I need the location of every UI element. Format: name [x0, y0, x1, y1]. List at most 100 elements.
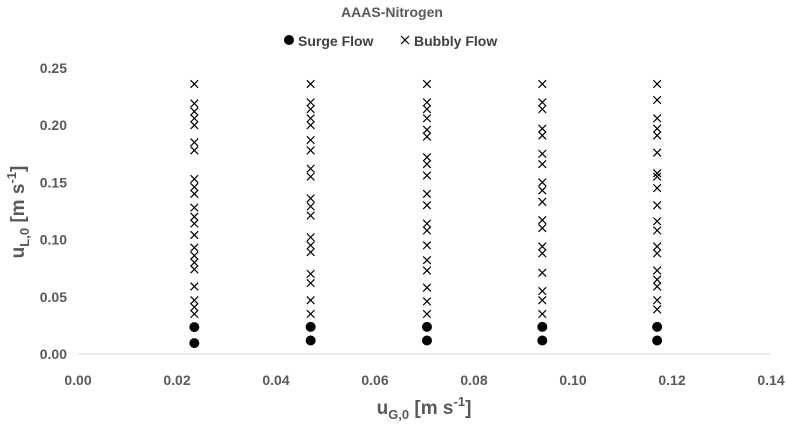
- bubbly-flow-point: [190, 212, 199, 221]
- legend-marker-surge-flow: [284, 35, 294, 45]
- x-axis-label-symbol: u: [377, 398, 389, 419]
- bubbly-flow-point: [652, 201, 662, 210]
- bubbly-flow-point: [652, 95, 662, 105]
- x-tick-label: 0.14: [757, 372, 784, 388]
- bubbly-flow-point: [306, 278, 315, 288]
- y-axis-label-units: [m s: [8, 184, 29, 228]
- bubbly-flow-point: [538, 215, 547, 225]
- surge-flow-point: [652, 321, 663, 332]
- surge-flow-point: [305, 335, 316, 346]
- x-axis-label: uG,0 [m s-1]: [377, 394, 472, 422]
- bubbly-flow-point: [306, 194, 315, 203]
- x-tick-label: 0.04: [262, 372, 289, 388]
- bubbly-flow-point: [652, 172, 662, 181]
- y-axis-label-superscript: -1: [4, 172, 19, 184]
- x-tick-label: 0.00: [64, 372, 91, 388]
- bubbly-flow-point: [652, 296, 662, 305]
- bubbly-flow-point: [306, 120, 315, 130]
- bubbly-flow-point: [538, 98, 547, 107]
- bubbly-flow-point: [190, 296, 199, 305]
- y-axis-label-symbol: u: [8, 247, 29, 259]
- legend: Surge Flow Bubbly Flow: [284, 33, 497, 49]
- bubbly-flow-point: [652, 266, 662, 275]
- bubbly-flow-point: [652, 131, 662, 140]
- bubbly-flow-point: [190, 203, 199, 212]
- bubbly-flow-point: [422, 104, 432, 114]
- surge-flow-point: [189, 322, 200, 333]
- bubbly-flow-point: [306, 296, 315, 305]
- legend-label-surge-flow: Surge Flow: [298, 33, 374, 49]
- bubbly-flow-point: [306, 233, 315, 242]
- y-axis-label-end: ]: [8, 166, 29, 172]
- bubbly-flow-point: [306, 146, 315, 155]
- bubbly-flow-point: [538, 124, 547, 133]
- bubbly-flow-point: [190, 174, 199, 184]
- bubbly-flow-point: [422, 125, 432, 135]
- x-tick-label: 0.12: [658, 372, 685, 388]
- bubbly-flow-point: [306, 211, 315, 220]
- bubbly-flow-point: [306, 172, 315, 181]
- bubbly-flow-point: [190, 138, 199, 147]
- x-tick-label: 0.08: [460, 372, 487, 388]
- bubbly-flow-point: [190, 230, 199, 240]
- bubbly-flow-point: [306, 98, 315, 107]
- bubbly-flow-point: [422, 297, 432, 306]
- bubbly-flow-point: [652, 114, 662, 123]
- y-tick-label: 0.15: [40, 174, 67, 190]
- bubbly-flow-point: [652, 148, 662, 157]
- bubbly-flow-point: [538, 149, 547, 159]
- bubbly-flow-point: [190, 219, 199, 228]
- bubbly-flow-point: [538, 159, 547, 169]
- bubbly-flow-point: [422, 159, 432, 169]
- surge-flow-point: [305, 321, 316, 332]
- bubbly-flow-point: [422, 266, 432, 275]
- surge-flow-point: [537, 335, 548, 346]
- bubbly-flow-point: [306, 164, 315, 173]
- bubbly-flow-point: [306, 79, 315, 89]
- bubbly-flow-point: [190, 146, 199, 155]
- bubbly-flow-point: [190, 258, 199, 267]
- chart-title: AAAS-Nitrogen: [341, 4, 443, 20]
- bubbly-flow-point: [190, 251, 199, 260]
- bubbly-flow-point: [422, 255, 432, 265]
- bubbly-flow-point: [190, 265, 199, 274]
- legend-marker-bubbly-flow: [400, 35, 410, 45]
- y-tick-labels: 0.00 0.05 0.10 0.15 0.20 0.25: [40, 60, 67, 362]
- bubbly-flow-point: [190, 79, 199, 89]
- y-axis-label: uL,0 [m s-1]: [4, 166, 32, 259]
- bubbly-flow-point: [652, 282, 662, 291]
- bubbly-flow-point: [652, 242, 662, 251]
- x-tick-labels: 0.00 0.02 0.04 0.06 0.08 0.10 0.12 0.14: [64, 372, 784, 388]
- bubbly-flow-point: [190, 114, 199, 123]
- bubbly-flow-point: [538, 178, 547, 187]
- bubbly-flow-point: [422, 114, 432, 123]
- bubbly-flow-point: [422, 171, 432, 180]
- bubbly-flow-point: [652, 249, 662, 258]
- bubbly-flow-point: [652, 305, 662, 314]
- bubbly-flow-point: [538, 186, 547, 195]
- surge-flow-point: [189, 338, 200, 349]
- surge-flow-point: [421, 335, 432, 346]
- bubbly-flow-point: [306, 135, 315, 145]
- bubbly-flow-point: [190, 120, 199, 130]
- bubbly-flow-point: [190, 302, 199, 312]
- x-axis-label-subscript: G,0: [388, 407, 409, 422]
- surge-flow-point: [652, 335, 663, 346]
- bubbly-flow-point: [422, 309, 432, 319]
- bubbly-flow-point: [652, 217, 662, 226]
- bubbly-flow-point: [652, 226, 662, 235]
- bubbly-flow-point: [538, 104, 547, 114]
- bubbly-flow-point: [306, 269, 315, 279]
- bubbly-flow-point: [652, 169, 662, 178]
- bubbly-flow-point: [190, 189, 199, 199]
- bubbly-flow-point: [422, 79, 432, 89]
- bubbly-flow-point: [306, 114, 315, 123]
- y-tick-label: 0.25: [40, 60, 67, 76]
- bubbly-flow-point: [306, 241, 315, 250]
- bubbly-flow-point: [538, 309, 547, 319]
- bubbly-flow-point: [652, 124, 662, 133]
- bubbly-flow-point: [306, 104, 315, 114]
- bubbly-flow-point: [538, 223, 547, 233]
- bubbly-flow-point: [652, 183, 662, 193]
